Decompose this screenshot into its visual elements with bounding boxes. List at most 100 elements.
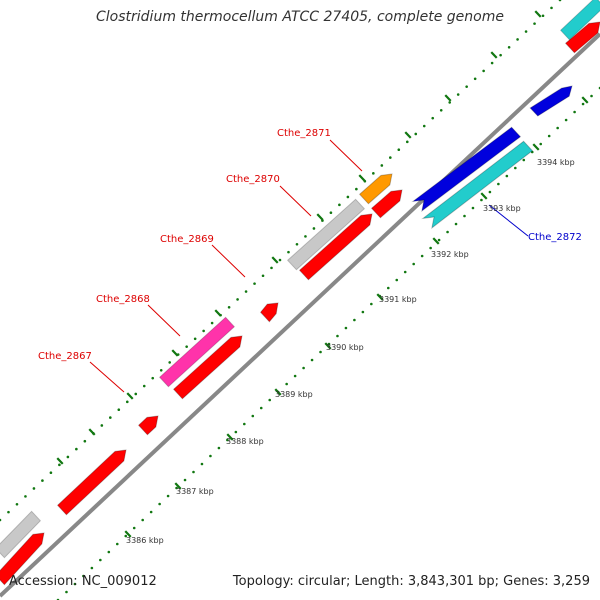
minor-tick-dot [66,455,70,459]
minor-tick-dot [446,230,449,234]
minor-tick-dot [217,446,221,450]
minor-tick-dot [581,102,585,106]
minor-tick-dot [437,238,441,242]
minor-tick-dot [142,384,146,388]
gene-box-gray [0,510,42,559]
minor-tick-dot [505,174,509,178]
topology-text: Topology: circular; Length: 3,843,301 bp… [232,574,590,589]
gene-label: Cthe_2869 [160,234,214,245]
tick-label: 3394 kbp [537,158,575,167]
minor-tick-dot [166,494,170,498]
major-tick [324,342,332,350]
minor-tick-dot [99,558,102,562]
gene-arrow-red [0,532,45,586]
tick-label: 3388 kbp [226,437,264,446]
minor-tick-dot [132,526,136,530]
tick-label: 3386 kbp [126,536,164,545]
gene-arrow-red [137,415,159,436]
minor-tick-dot [82,574,85,578]
tick-label: 3391 kbp [379,295,417,304]
minor-tick-dot [73,582,77,586]
minor-tick-dot [456,93,460,96]
minor-tick-dot [193,337,197,341]
minor-tick-dot [158,502,161,506]
gene-arrow-red [56,449,127,516]
leader-line [488,204,529,237]
gene-label: Cthe_2872 [528,232,582,243]
minor-tick-dot [422,124,426,128]
minor-tick-dot [210,321,214,325]
minor-tick-dot [75,447,78,451]
minor-tick-dot [117,408,121,411]
minor-tick-dot [168,361,171,364]
minor-tick-dot [90,566,94,570]
major-tick [534,10,542,18]
minor-tick-dot [134,392,138,396]
minor-tick-dot [24,495,27,498]
major-tick [581,96,589,104]
minor-tick-dot [429,246,432,250]
minor-tick-dot [361,310,365,314]
gene-arrow-orange [358,173,393,205]
minor-tick-dot [346,195,350,199]
tick-labels: 3386 kbp 3387 kbp 3388 kbp 3389 kbp 3390 kbp… [126,158,575,545]
minor-tick-dot [151,376,155,380]
minor-tick-dot [268,398,272,402]
minor-tick-dot [389,156,392,159]
minor-tick-dot [285,382,288,386]
minor-tick-dot [412,262,415,266]
minor-tick-dot [327,342,331,346]
gene-arrow-cyan [421,140,534,230]
accession-text: Accession: NC_009012 [9,574,157,589]
minor-tick-dot [420,254,424,258]
minor-tick-dot [310,358,314,362]
minor-tick-dot [471,206,475,210]
minor-tick-dot [355,187,358,191]
minor-tick-dot [454,222,458,226]
minor-tick-dot [65,590,68,594]
major-tick [214,309,222,317]
minor-tick-dot [564,118,568,122]
leader-line [147,304,181,337]
gene-arrow-cthe-2870 [298,213,373,281]
minor-tick-dot [227,305,231,309]
gene-arrow-cthe-2871 [370,189,403,219]
minor-tick-dot [353,318,356,322]
minor-tick-dot [405,140,409,144]
minor-tick-dot [530,150,534,154]
gene-arrow-blue [411,126,522,213]
minor-tick-dot [192,470,195,474]
minor-tick-dot [482,69,485,73]
minor-tick-dot [499,53,502,57]
tick-label: 3390 kbp [326,343,364,352]
tick-label: 3389 kbp [275,390,313,399]
minor-tick-dot [590,94,593,98]
major-ticks [56,10,589,538]
minor-tick-dot [287,250,290,254]
tick-label: 3387 kbp [176,487,214,496]
minor-tick-dot [533,22,536,25]
major-tick [404,131,412,139]
tick-label: 3392 kbp [431,250,469,259]
minor-tick-dot [251,414,255,418]
minor-tick-dot [319,350,322,354]
gene-features [0,0,600,586]
minor-tick-dot [183,478,187,482]
map-title: Clostridium thermocellum ATCC 27405, com… [96,9,504,25]
gene-box-cthe-2868 [158,316,236,388]
gene-arrow-red [564,21,600,54]
minor-tick-dot [448,101,451,104]
major-tick [226,433,234,441]
gene-box-cthe-2869 [286,198,366,271]
minor-tick-dot [293,374,297,378]
label-leader-lines [89,139,529,393]
minor-tick-dot [524,30,528,33]
minor-tick-dot [243,422,246,426]
major-tick [532,143,540,151]
minor-tick-dot [109,416,112,419]
minor-tick-dot [516,38,519,41]
minor-tick-dot [507,45,511,49]
leader-line [279,185,312,217]
minor-tick-dot [497,182,500,186]
